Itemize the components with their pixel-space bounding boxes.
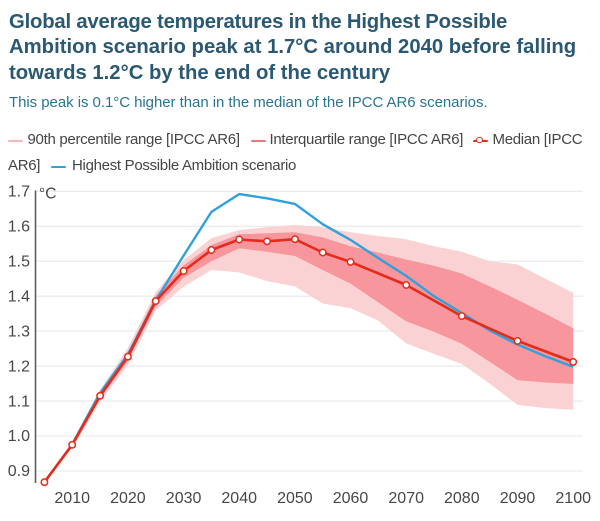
svg-text:2070: 2070 [388,490,424,507]
svg-text:0.9: 0.9 [8,463,30,480]
svg-text:1.1: 1.1 [8,393,30,410]
svg-text:°C: °C [39,186,56,203]
svg-text:2060: 2060 [333,490,369,507]
svg-text:2020: 2020 [110,490,146,507]
svg-text:1.3: 1.3 [8,323,30,340]
svg-text:2090: 2090 [500,490,536,507]
svg-text:1.6: 1.6 [8,219,30,236]
svg-text:2100: 2100 [555,490,591,507]
svg-text:2040: 2040 [221,490,257,507]
svg-text:2050: 2050 [277,490,313,507]
svg-text:2010: 2010 [54,490,90,507]
svg-text:1.7: 1.7 [8,184,30,201]
svg-text:1.0: 1.0 [8,428,30,445]
svg-text:2030: 2030 [166,490,202,507]
svg-text:1.4: 1.4 [8,288,30,305]
svg-text:2080: 2080 [444,490,480,507]
svg-text:1.5: 1.5 [8,253,30,270]
svg-text:1.2: 1.2 [8,358,30,375]
